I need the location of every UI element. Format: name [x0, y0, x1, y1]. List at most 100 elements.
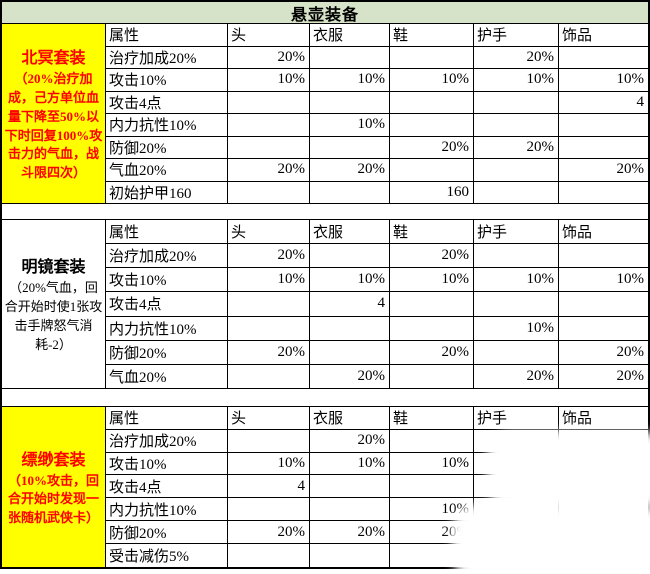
- value-cell: 10%: [390, 452, 474, 476]
- attr-cell: 内力抗性10%: [106, 114, 228, 137]
- table-title: 悬壶装备: [2, 2, 648, 24]
- value-cell: [390, 46, 474, 69]
- value-cell: 20%: [310, 364, 390, 389]
- header-cell: 头: [228, 24, 310, 47]
- value-cell: 10%: [390, 268, 474, 293]
- value-cell: 10%: [474, 316, 559, 341]
- value-cell: 20%: [474, 136, 559, 159]
- value-cell: [474, 244, 559, 269]
- set-name: 北冥套装: [21, 49, 86, 67]
- value-cell: [310, 340, 390, 365]
- value-cell: 20%: [228, 46, 310, 69]
- spacer-row: [2, 204, 648, 220]
- header-cell: 衣服: [310, 24, 390, 47]
- value-cell: [310, 498, 390, 522]
- value-cell: [390, 475, 474, 499]
- value-cell: 10%: [310, 69, 390, 92]
- value-cell: 4: [559, 92, 648, 114]
- attr-cell: 治疗加成20%: [106, 244, 228, 269]
- value-cell: [559, 292, 648, 317]
- value-cell: 4: [310, 292, 390, 317]
- value-cell: 20%: [228, 521, 310, 545]
- value-cell: [390, 114, 474, 137]
- value-cell: [390, 159, 474, 182]
- header-cell: 属性: [106, 406, 228, 430]
- value-cell: [559, 182, 648, 204]
- header-cell: 饰品: [559, 24, 648, 47]
- header-cell: 鞋: [390, 24, 474, 47]
- value-cell: 20%: [310, 521, 390, 545]
- attr-cell: 气血20%: [106, 159, 228, 182]
- value-cell: [310, 544, 390, 567]
- header-cell: 饰品: [559, 220, 648, 245]
- attr-cell: 攻击10%: [106, 268, 228, 293]
- value-cell: [390, 91, 474, 114]
- header-cell: 头: [228, 220, 310, 245]
- white-fade-overlay: [452, 505, 650, 574]
- value-cell: 10%: [474, 268, 559, 293]
- attr-cell: 初始护甲160: [106, 181, 228, 204]
- value-cell: [474, 181, 559, 204]
- value-cell: [310, 136, 390, 159]
- value-cell: 20%: [559, 341, 648, 365]
- set-grid: 属性 头 衣服 鞋 护手 饰品 治疗加成20% 20% 20% 攻击10% 10…: [106, 220, 648, 389]
- value-cell: [310, 316, 390, 341]
- header-cell: 头: [228, 406, 310, 430]
- header-cell: 护手: [474, 406, 559, 430]
- value-cell: [559, 244, 648, 269]
- header-cell: 鞋: [390, 220, 474, 245]
- value-cell: [474, 91, 559, 114]
- set-section-piaomiao: 缥缈套装 （10%攻击，回合开始时发现一张随机武侠卡） 属性 头 衣服 鞋 护手…: [2, 406, 648, 567]
- value-cell: [228, 114, 310, 137]
- value-cell: 20%: [559, 365, 648, 389]
- attr-cell: 防御20%: [106, 340, 228, 365]
- value-cell: 10%: [559, 268, 648, 293]
- set-section-mingjing: 明镜套装 （20%气血，回合开始时使1张攻击手牌怒气消耗-2） 属性 头 衣服 …: [2, 220, 648, 389]
- value-cell: [474, 159, 559, 182]
- value-cell: 10%: [228, 268, 310, 293]
- value-cell: 20%: [228, 244, 310, 269]
- attr-cell: 防御20%: [106, 136, 228, 159]
- set-description: （10%攻击，回合开始时发现一张随机武侠卡）: [7, 472, 99, 526]
- header-cell: 衣服: [310, 220, 390, 245]
- attr-cell: 治疗加成20%: [106, 46, 228, 69]
- value-cell: [559, 137, 648, 159]
- value-cell: 20%: [228, 340, 310, 365]
- value-cell: 10%: [228, 452, 310, 476]
- attr-cell: 气血20%: [106, 364, 228, 389]
- set-description: （20%气血，回合开始时使1张攻击手牌怒气消耗-2）: [4, 280, 103, 352]
- header-cell: 护手: [474, 220, 559, 245]
- value-cell: 4: [228, 475, 310, 499]
- header-cell: 属性: [106, 24, 228, 47]
- value-cell: [390, 316, 474, 341]
- value-cell: 20%: [559, 159, 648, 182]
- attr-cell: 攻击4点: [106, 475, 228, 499]
- value-cell: [310, 475, 390, 499]
- value-cell: 10%: [559, 69, 648, 92]
- value-cell: 20%: [390, 244, 474, 269]
- value-cell: 10%: [390, 69, 474, 92]
- value-cell: 20%: [310, 429, 390, 453]
- value-cell: [559, 114, 648, 137]
- value-cell: 10%: [310, 268, 390, 293]
- attr-cell: 内力抗性10%: [106, 316, 228, 341]
- spacer-row: [2, 388, 648, 407]
- value-cell: [390, 292, 474, 317]
- value-cell: [228, 316, 310, 341]
- attr-cell: 攻击4点: [106, 292, 228, 317]
- header-cell: 衣服: [310, 406, 390, 430]
- value-cell: [310, 181, 390, 204]
- value-cell: [228, 498, 310, 522]
- value-cell: 20%: [390, 340, 474, 365]
- value-cell: [228, 91, 310, 114]
- value-cell: [228, 292, 310, 317]
- value-cell: [474, 340, 559, 365]
- value-cell: [228, 136, 310, 159]
- attr-cell: 内力抗性10%: [106, 498, 228, 522]
- value-cell: [310, 46, 390, 69]
- value-cell: 10%: [310, 114, 390, 137]
- set-section-beiming: 北冥套装 （20%治疗加成，己方单位血量下降至50%以下时回复100%攻击力的气…: [2, 24, 648, 204]
- value-cell: [390, 364, 474, 389]
- attr-cell: 攻击10%: [106, 69, 228, 92]
- value-cell: 10%: [474, 69, 559, 92]
